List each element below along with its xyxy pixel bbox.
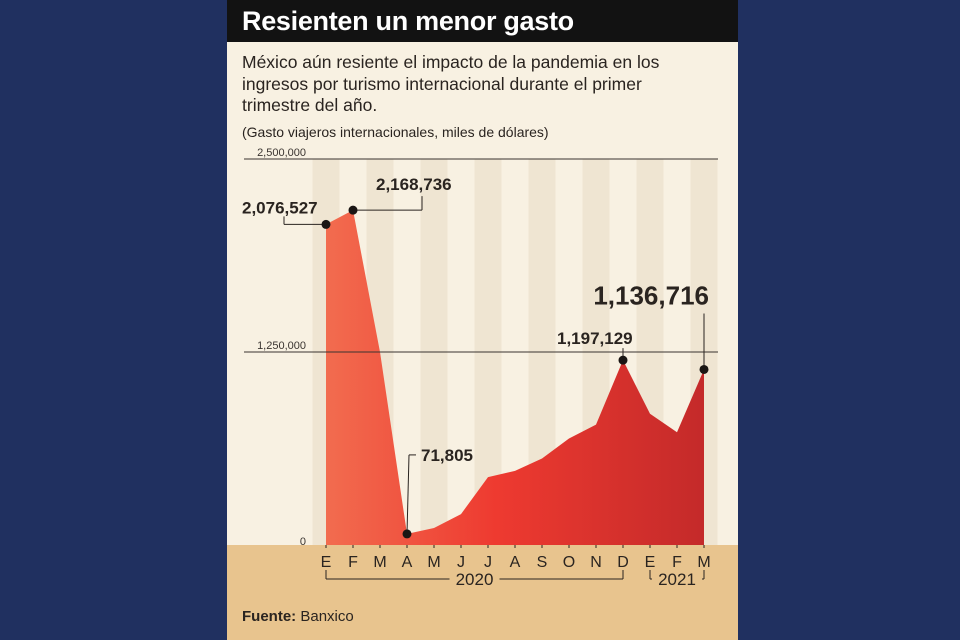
y-tick-label: 1,250,000 bbox=[257, 340, 306, 352]
axis-band bbox=[227, 545, 738, 640]
x-tick-label: A bbox=[402, 554, 413, 571]
year-label: 2020 bbox=[456, 570, 494, 589]
source-value: Banxico bbox=[300, 608, 354, 625]
source-label: Fuente: bbox=[242, 608, 297, 625]
data-point bbox=[699, 364, 709, 374]
data-point bbox=[348, 205, 358, 215]
x-tick-label: F bbox=[348, 554, 358, 571]
data-point bbox=[618, 355, 628, 365]
x-tick-label: M bbox=[373, 554, 386, 571]
x-tick-label: A bbox=[510, 554, 521, 571]
annotation-leaders bbox=[283, 196, 705, 534]
infographic-panel: Resienten un menor gasto México aún resi… bbox=[227, 0, 738, 640]
data-point bbox=[321, 219, 331, 229]
x-tick-label: J bbox=[457, 554, 465, 571]
x-tick-label: M bbox=[427, 554, 440, 571]
year-label: 2021 bbox=[658, 570, 696, 589]
data-labels: 2,076,527 2,168,736 71,805 1,197,129 1,136,7… bbox=[242, 175, 709, 465]
data-label: 1,136,716 bbox=[593, 280, 709, 310]
x-tick-label: S bbox=[537, 554, 548, 571]
unit-note: (Gasto viajeros internacionales, miles d… bbox=[242, 124, 549, 140]
chart-subtitle: México aún resiente el impacto de la pan… bbox=[242, 52, 660, 115]
data-points bbox=[321, 205, 709, 539]
data-point bbox=[402, 529, 412, 539]
series-area bbox=[326, 210, 704, 545]
data-label: 2,168,736 bbox=[376, 175, 452, 194]
title-bar: Resienten un menor gasto bbox=[227, 0, 738, 42]
x-tick-label: E bbox=[645, 554, 656, 571]
source-note: Fuente: Banxico bbox=[242, 608, 354, 625]
x-tick-label: D bbox=[617, 554, 629, 571]
data-label: 71,805 bbox=[421, 446, 473, 465]
area-layer bbox=[326, 210, 704, 545]
x-tick-label: J bbox=[484, 554, 492, 571]
x-tick-label: N bbox=[590, 554, 602, 571]
x-tick-label: M bbox=[697, 554, 710, 571]
y-tick-label: 2,500,000 bbox=[257, 147, 306, 159]
x-tick-label: O bbox=[563, 554, 575, 571]
data-label: 1,197,129 bbox=[557, 329, 633, 348]
data-label: 2,076,527 bbox=[242, 198, 318, 217]
leader-line bbox=[406, 454, 410, 534]
x-tick-label: F bbox=[672, 554, 682, 571]
y-tick-label: 0 bbox=[300, 536, 306, 548]
x-tick-label: E bbox=[321, 554, 332, 571]
chart-title: Resienten un menor gasto bbox=[242, 6, 574, 36]
